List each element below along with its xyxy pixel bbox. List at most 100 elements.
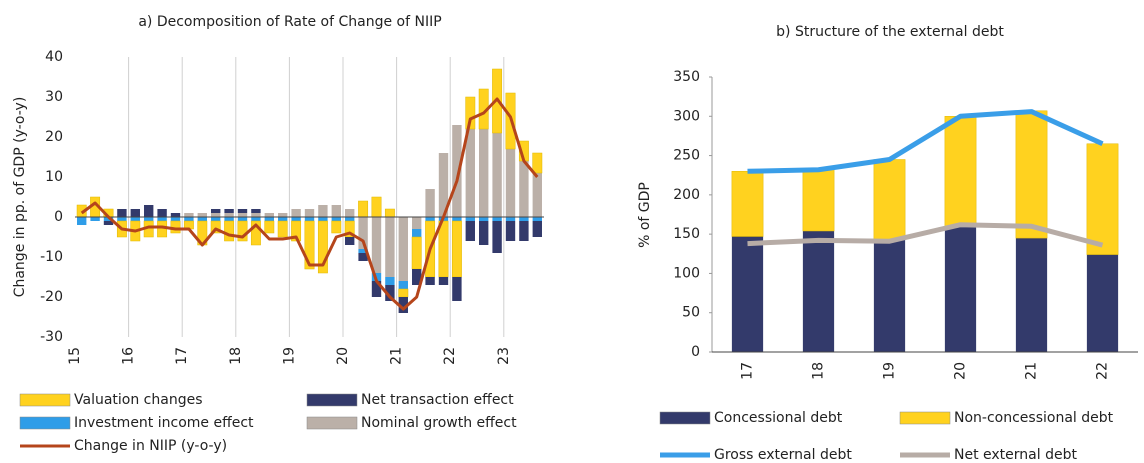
bar <box>358 217 368 249</box>
bar <box>873 239 906 352</box>
y-tick-label: 0 <box>691 344 700 360</box>
y-axis-label: Change in pp. of GDP (y-o-y) <box>12 97 28 298</box>
bar <box>304 209 315 217</box>
bar <box>130 209 140 217</box>
bar <box>358 200 369 218</box>
bar <box>384 208 395 218</box>
bar <box>251 209 261 213</box>
legend-swatch <box>659 411 711 425</box>
bar <box>1086 254 1119 352</box>
bar <box>398 288 409 298</box>
bar <box>264 213 274 217</box>
x-tick-label: 19 <box>882 362 898 380</box>
legend-swatch <box>19 393 71 407</box>
bar <box>438 220 449 278</box>
x-tick-label: 17 <box>174 347 190 365</box>
bar <box>117 209 127 217</box>
bar <box>438 277 449 285</box>
x-tick-label: 19 <box>281 347 297 365</box>
bar <box>211 217 221 221</box>
bar <box>452 125 462 217</box>
legend-swatch <box>19 416 71 430</box>
bar <box>492 221 502 253</box>
bar <box>492 217 502 221</box>
y-tick-label: 30 <box>45 89 63 105</box>
bar <box>331 220 342 234</box>
bar <box>412 229 422 237</box>
bar <box>425 277 435 285</box>
bar <box>873 159 906 240</box>
bar <box>331 217 341 221</box>
bar <box>278 217 288 221</box>
bar <box>519 217 529 221</box>
bar <box>425 217 435 221</box>
bar <box>170 213 181 217</box>
x-tick-label: 18 <box>228 347 244 365</box>
bar <box>224 209 234 213</box>
bar <box>304 217 315 221</box>
legend-swatch <box>899 411 951 425</box>
bar <box>291 209 301 217</box>
y-tick-label: -20 <box>40 289 63 305</box>
bar <box>532 152 543 174</box>
bar <box>802 231 835 352</box>
bar <box>398 281 408 289</box>
line <box>747 222 1104 248</box>
bar <box>291 217 301 221</box>
x-tick-label: 18 <box>811 362 827 380</box>
legend-swatch <box>306 393 358 407</box>
bar <box>197 213 207 217</box>
bar <box>944 116 977 227</box>
legend-label: Valuation changes <box>74 392 203 408</box>
bar <box>90 217 100 221</box>
bar <box>802 169 835 232</box>
bar <box>465 129 475 217</box>
y-tick-label: 250 <box>673 148 700 164</box>
bar <box>1086 143 1119 255</box>
bar <box>385 277 395 285</box>
bar <box>465 221 475 241</box>
y-tick-label: 200 <box>673 187 700 203</box>
bar <box>264 217 274 221</box>
bar <box>479 217 489 221</box>
x-tick-label: 22 <box>442 347 458 365</box>
bar <box>345 209 355 217</box>
bar <box>358 253 368 261</box>
bar <box>465 217 475 221</box>
bar <box>157 209 167 217</box>
x-tick-label: 17 <box>740 362 756 380</box>
bar <box>412 269 422 285</box>
bar <box>505 217 516 221</box>
bar <box>411 236 422 270</box>
bar <box>425 189 435 217</box>
y-tick-label: 10 <box>45 169 63 185</box>
legend-label: Change in NIIP (y-o-y) <box>74 438 227 454</box>
y-tick-label: 300 <box>673 108 700 124</box>
x-tick-label: 21 <box>1024 362 1040 380</box>
x-tick-label: 22 <box>1095 362 1111 380</box>
y-tick-label: 50 <box>682 305 700 321</box>
bar <box>1015 110 1048 239</box>
bar <box>237 217 248 221</box>
bar <box>944 226 977 352</box>
x-tick-label: 15 <box>67 347 83 365</box>
bar <box>224 220 235 242</box>
bar <box>251 213 261 217</box>
bar <box>277 220 288 238</box>
legend-swatch <box>306 416 358 430</box>
y-tick-label: 0 <box>54 209 63 225</box>
bar <box>385 285 395 301</box>
bar <box>184 217 194 221</box>
line <box>80 97 539 311</box>
bar <box>371 281 382 297</box>
legend-label: Net external debt <box>954 447 1077 463</box>
bar <box>318 217 328 221</box>
bar <box>451 220 462 278</box>
bar <box>505 149 516 217</box>
bar <box>250 220 261 246</box>
legend-label: Concessional debt <box>714 410 843 426</box>
bar <box>1015 238 1048 352</box>
bar <box>224 217 234 221</box>
bar <box>731 171 764 237</box>
bar <box>211 213 221 217</box>
